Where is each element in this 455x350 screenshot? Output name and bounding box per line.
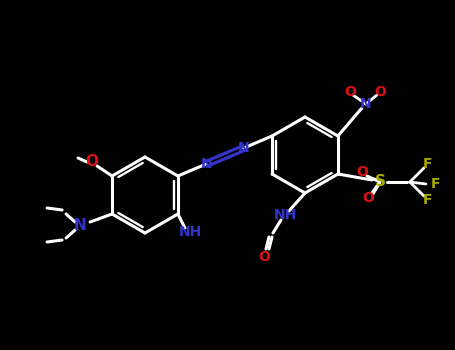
Text: S: S <box>374 175 385 189</box>
Text: N: N <box>238 141 250 155</box>
Text: F: F <box>423 157 433 171</box>
Text: N: N <box>74 218 86 233</box>
Text: NH: NH <box>178 225 202 239</box>
Text: O: O <box>258 250 270 264</box>
Text: O: O <box>356 165 368 179</box>
Text: O: O <box>362 191 374 205</box>
Text: F: F <box>431 177 440 191</box>
Text: O: O <box>344 85 356 99</box>
Text: N: N <box>360 97 372 111</box>
Text: NH: NH <box>273 208 297 222</box>
Text: O: O <box>374 85 386 99</box>
Text: F: F <box>423 193 433 207</box>
Text: N: N <box>200 157 212 171</box>
Text: O: O <box>86 154 99 169</box>
